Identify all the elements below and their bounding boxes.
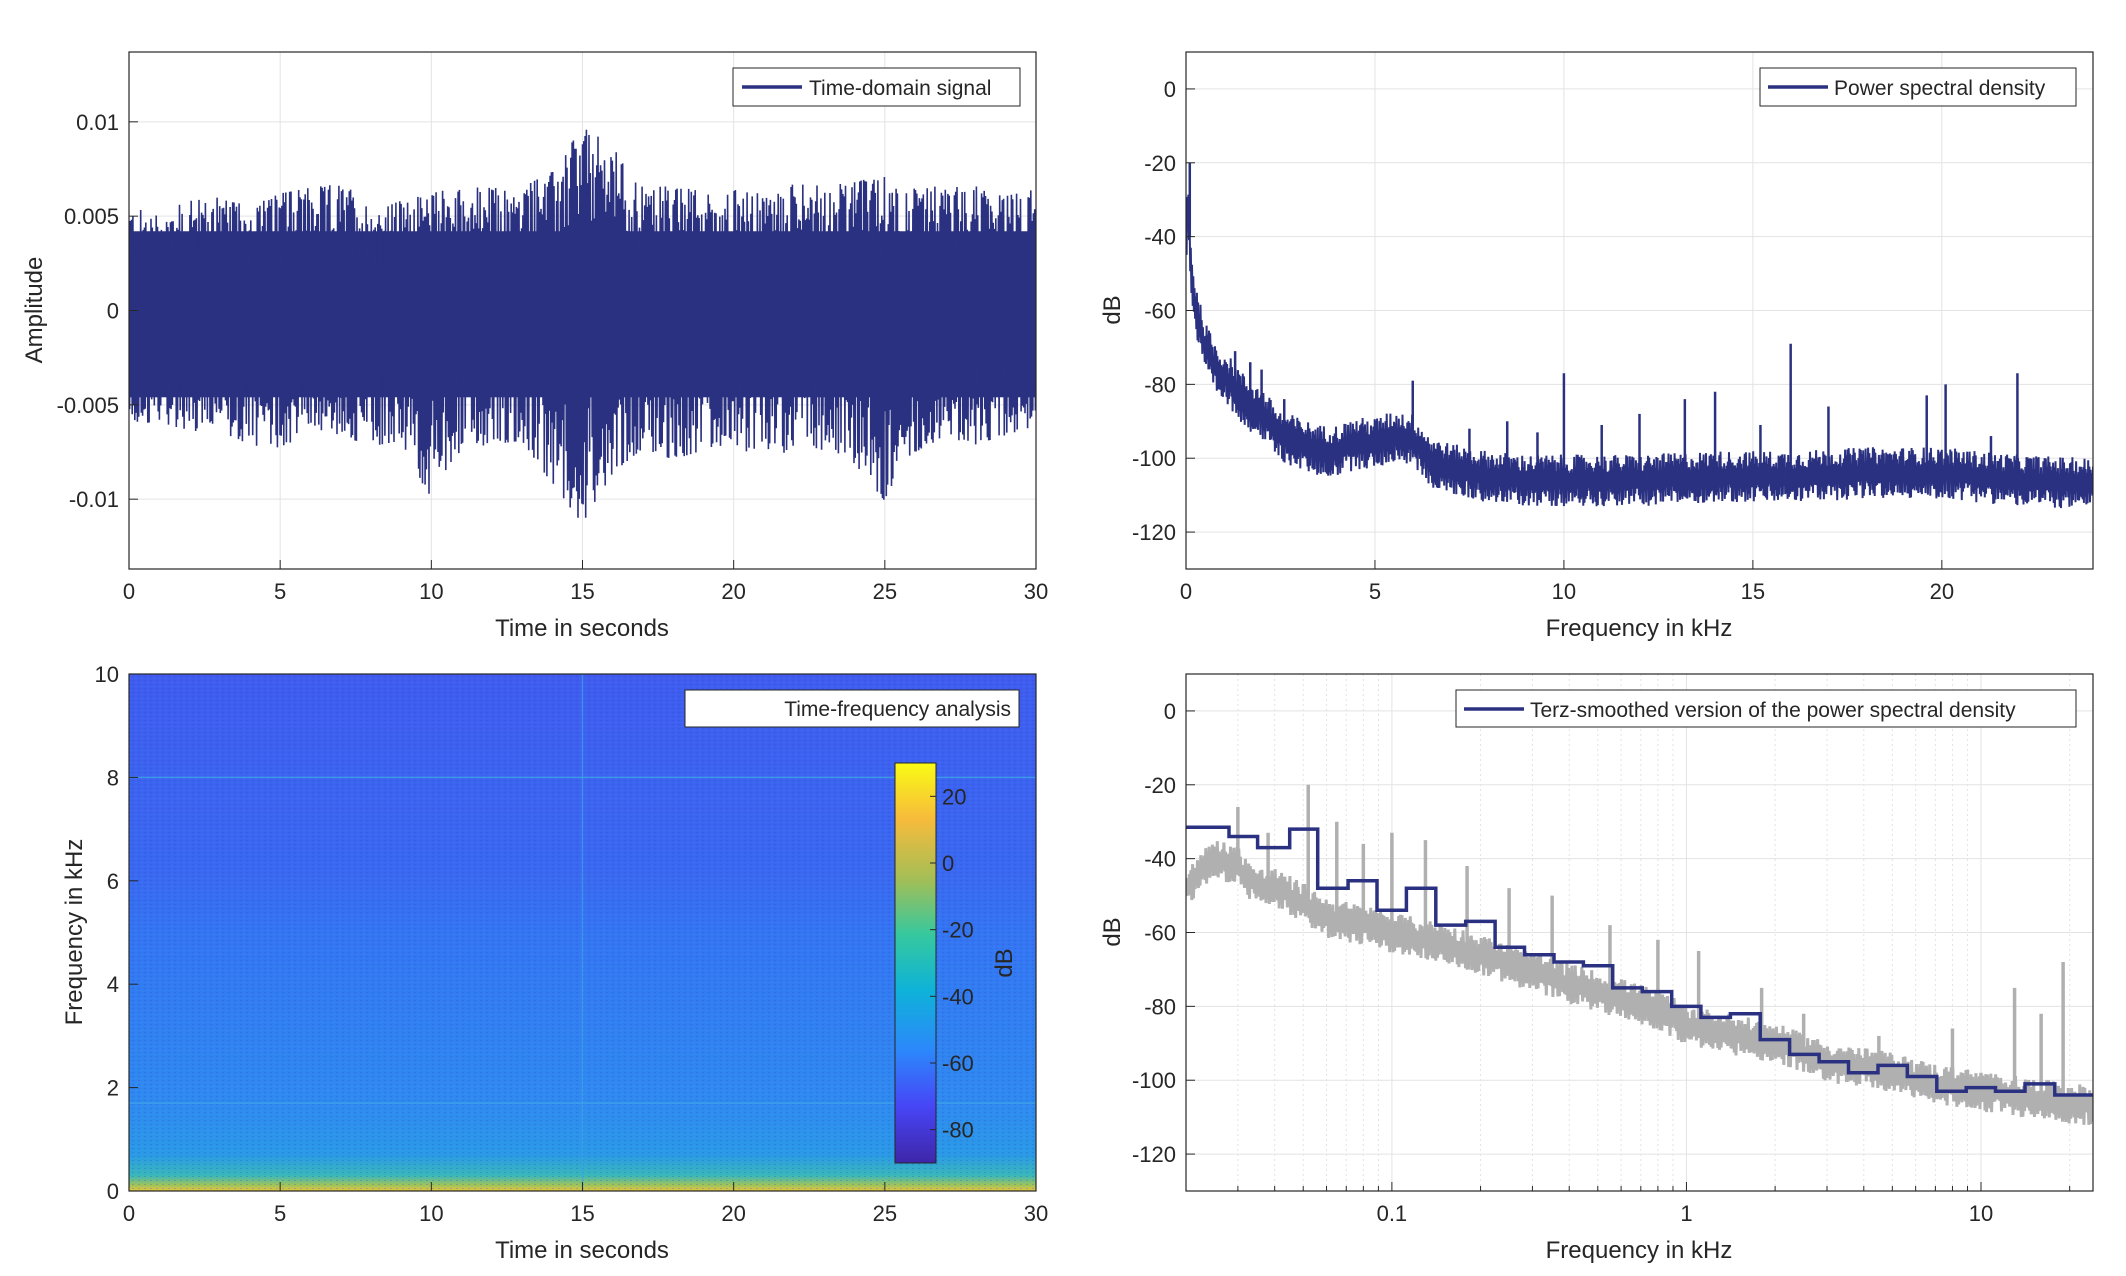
psd-ytick-label: 0	[1164, 77, 1176, 102]
terz-ytick-label: -20	[1144, 773, 1176, 798]
spectrogram-xtick-label: 0	[123, 1201, 135, 1226]
terz-ytick-label: -80	[1144, 994, 1176, 1019]
psd-ytick-label: -80	[1144, 372, 1176, 397]
psd-ytick-label: -40	[1144, 225, 1176, 250]
time-domain-xtick-label: 20	[721, 579, 745, 604]
spectrogram-title-text: Time-frequency analysis	[784, 698, 1011, 721]
psd-legend: Power spectral density	[1759, 67, 2077, 107]
time-domain-xtick-label: 0	[123, 579, 135, 604]
time-domain-xtick-label: 10	[419, 579, 443, 604]
spectrogram-xtick-label: 10	[419, 1201, 443, 1226]
time-domain-ytick-label: 0	[107, 299, 119, 324]
colorbar-gradient	[894, 762, 937, 1164]
terz-panel: 0.1 1 10 -120 -100 -80 -60 -40 -20 0 Frequency in…	[1099, 673, 2094, 1264]
colorbar-tick-label: -60	[942, 1051, 974, 1076]
time-domain-ytick-label: 0.01	[76, 110, 119, 135]
time-domain-signal-line	[129, 129, 1036, 518]
time-domain-xtick-label: 5	[274, 579, 286, 604]
spectrogram-xtick-label: 25	[873, 1201, 897, 1226]
psd-legend-label: Power spectral density	[1834, 77, 2046, 100]
terz-ytick-label: -100	[1132, 1068, 1176, 1093]
time-domain-xtick-label: 15	[570, 579, 594, 604]
spectrogram-ytick-label: 4	[107, 972, 119, 997]
time-domain-ytick-label: -0.005	[57, 393, 119, 418]
psd-xtick-label: 20	[1930, 579, 1954, 604]
spectrogram-ytick-label: 6	[107, 869, 119, 894]
spectrogram-title-box: Time-frequency analysis	[684, 689, 1020, 728]
time-domain-xtick-label: 30	[1024, 579, 1048, 604]
spectrogram-xtick-label: 5	[274, 1201, 286, 1226]
colorbar-label: dB	[991, 948, 1018, 977]
psd-ytick-label: -100	[1132, 446, 1176, 471]
terz-xtick-label: 0.1	[1377, 1201, 1408, 1226]
psd-xtick-label: 10	[1552, 579, 1576, 604]
spectrogram-ytick-label: 0	[107, 1179, 119, 1204]
terz-grid	[1185, 674, 2093, 1191]
terz-xtick-label: 10	[1969, 1201, 1993, 1226]
time-domain-ytick-label: 0.005	[64, 204, 119, 229]
spectrogram-panel: 0 5 10 15 20 25 30 0 2 4 6 8 10 Time in seconds Freq…	[61, 662, 1048, 1264]
colorbar-tick-label: 0	[942, 851, 954, 876]
colorbar: -80 -60 -40 -20 0 20 dB	[894, 762, 1018, 1164]
psd-xtick-label: 0	[1180, 579, 1192, 604]
spectrogram-xlabel: Time in seconds	[495, 1237, 669, 1264]
colorbar-tick-label: -80	[942, 1118, 974, 1143]
terz-xlabel: Frequency in kHz	[1546, 1237, 1733, 1264]
time-domain-legend-label: Time-domain signal	[809, 77, 991, 100]
terz-xtick-label: 1	[1680, 1201, 1692, 1226]
terz-ytick-label: -60	[1144, 921, 1176, 946]
terz-smoothed-line	[1186, 825, 2093, 1097]
psd-xtick-label: 15	[1741, 579, 1765, 604]
terz-legend-label: Terz-smoothed version of the power spect…	[1530, 699, 2016, 722]
terz-ylabel: dB	[1099, 917, 1126, 946]
colorbar-tick-label: -20	[942, 918, 974, 943]
psd-ytick-label: -120	[1132, 520, 1176, 545]
spectrogram-ytick-label: 8	[107, 765, 119, 790]
terz-ytick-label: -120	[1132, 1142, 1176, 1167]
time-domain-panel: 0 5 10 15 20 25 30 -0.01 -0.005 0 0.005 0.01 Time i…	[21, 51, 1048, 642]
time-domain-legend: Time-domain signal	[732, 67, 1021, 107]
time-domain-ylabel: Amplitude	[21, 257, 48, 364]
psd-xtick-label: 5	[1369, 579, 1381, 604]
psd-panel: 0 5 10 15 20 -120 -100 -80 -60 -40 -20 0 Frequency …	[1099, 51, 2094, 642]
psd-ytick-label: -60	[1144, 299, 1176, 324]
colorbar-tick-label: -40	[942, 984, 974, 1009]
terz-legend: Terz-smoothed version of the power spect…	[1455, 689, 2077, 728]
terz-ytick-label: -40	[1144, 847, 1176, 872]
spectrogram-xtick-label: 20	[721, 1201, 745, 1226]
psd-ytick-label: -20	[1144, 151, 1176, 176]
colorbar-tick-label: 20	[942, 784, 966, 809]
spectrogram-xtick-label: 15	[570, 1201, 594, 1226]
spectrogram-ytick-label: 10	[95, 662, 119, 687]
spectrogram-ytick-label: 2	[107, 1076, 119, 1101]
time-domain-xtick-label: 25	[873, 579, 897, 604]
psd-ylabel: dB	[1099, 295, 1126, 324]
spectrogram-xtick-label: 30	[1024, 1201, 1048, 1226]
psd-xlabel: Frequency in kHz	[1546, 615, 1733, 642]
time-domain-xlabel: Time in seconds	[495, 615, 669, 642]
spectrogram-ylabel: Frequency in kHz	[61, 839, 88, 1026]
terz-ytick-label: 0	[1164, 699, 1176, 724]
time-domain-ytick-label: -0.01	[69, 487, 119, 512]
